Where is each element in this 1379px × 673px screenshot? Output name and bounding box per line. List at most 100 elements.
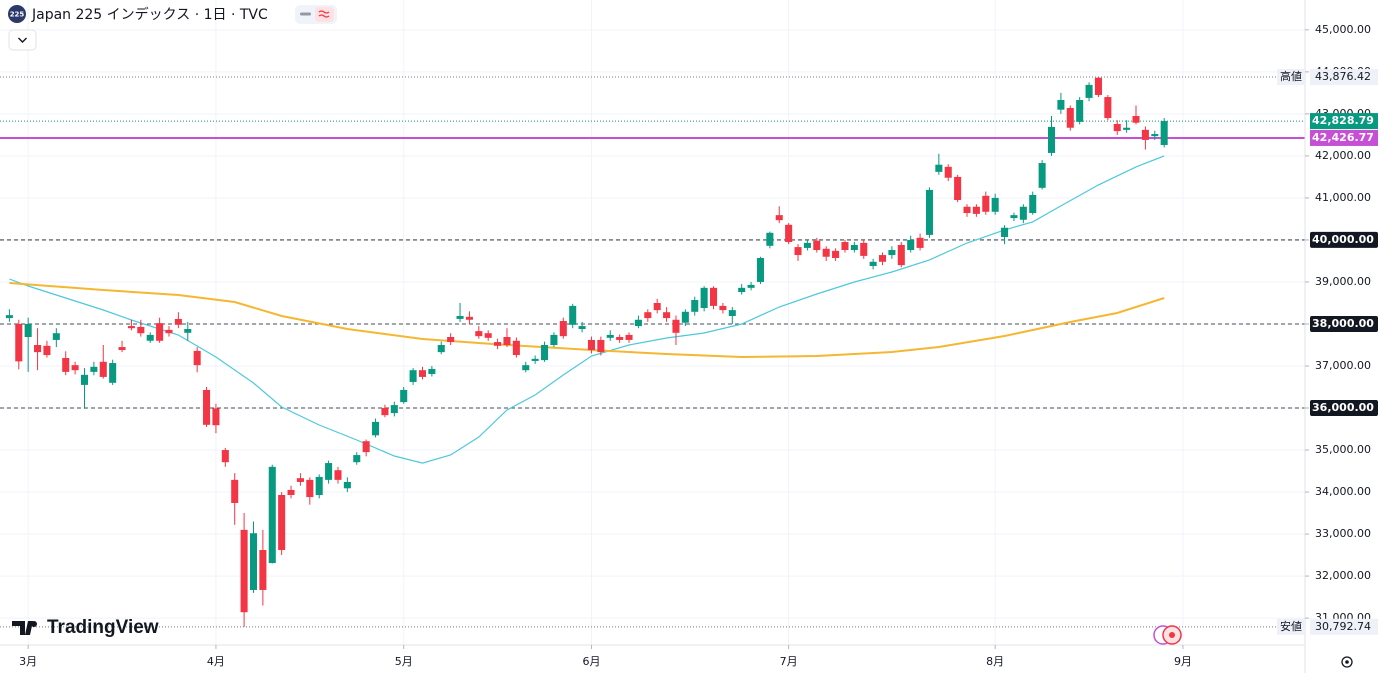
candle-body: [822, 248, 830, 257]
candle-body: [569, 305, 577, 325]
settings-icon[interactable]: [1341, 656, 1353, 668]
candle-body: [1001, 227, 1009, 237]
y-tick-label: 37,000.00: [1315, 359, 1371, 372]
logo-dot: [31, 621, 37, 627]
candle-body: [52, 333, 60, 340]
last-price-label-bg: [1310, 113, 1378, 130]
candle-body: [71, 365, 79, 371]
moving-average: [9, 155, 1165, 464]
candle-body: [710, 287, 718, 306]
dividend-icon-dot: [1169, 632, 1175, 638]
candle-body: [1085, 84, 1093, 98]
candle-body: [916, 237, 924, 248]
candle-body: [663, 312, 671, 319]
candle-body: [174, 318, 182, 325]
candle-body: [409, 370, 417, 382]
candle-body: [400, 389, 408, 403]
candle-body: [418, 370, 427, 377]
candle-body: [165, 329, 173, 334]
candle-body: [850, 244, 858, 251]
candle-body: [325, 463, 333, 480]
status-wave: [318, 10, 330, 18]
candle-body: [287, 489, 295, 495]
axes: 31,000.0032,000.0033,000.0034,000.0035,0…: [19, 23, 1371, 668]
status-dash: [300, 12, 311, 16]
low-label: 30,792.74: [1315, 620, 1371, 633]
candle-body: [578, 326, 586, 330]
symbol-icon-text: 225: [10, 11, 25, 19]
candle-body: [606, 334, 614, 338]
grid: [0, 0, 1305, 645]
candle-body: [738, 287, 746, 293]
symbol-title: Japan 225 インデックス · 1日 · TVC: [31, 6, 268, 23]
level-label-bg: [1310, 400, 1378, 417]
candle-body: [1038, 163, 1046, 188]
x-tick-label: 3月: [19, 655, 37, 668]
candle-body: [1029, 194, 1037, 214]
candle-body: [193, 350, 201, 366]
moving-average: [9, 282, 1165, 359]
overlay: 40,000.00 38,000.00 36,000.00 高値 43,876.42 安値…: [1277, 69, 1378, 635]
candle-body: [1047, 126, 1056, 153]
candle-body: [841, 242, 849, 251]
x-tick-label: 4月: [207, 655, 225, 668]
candle-body: [381, 408, 389, 416]
candle-body: [456, 315, 464, 319]
candle-body: [1151, 134, 1159, 137]
candle-body: [90, 366, 98, 372]
candle-body: [935, 164, 943, 172]
x-tick-label: 6月: [582, 655, 600, 668]
candle-body: [43, 345, 51, 356]
low-name: 安値: [1280, 619, 1302, 633]
candle-body: [15, 323, 23, 362]
candle-body: [813, 240, 821, 251]
candle-body: [972, 206, 980, 214]
candle-body: [503, 336, 511, 345]
candle-body: [306, 479, 314, 498]
candle-body: [982, 195, 990, 212]
candle-body: [315, 476, 323, 495]
candle-body: [616, 336, 624, 340]
settings-icon-center: [1345, 660, 1349, 664]
candle-body: [447, 336, 455, 343]
low-name-bg: [1277, 618, 1305, 635]
x-tick-label: 9月: [1174, 655, 1192, 668]
candle-body: [766, 232, 774, 246]
candle-body: [249, 533, 258, 590]
candle-body: [24, 323, 32, 337]
candle-body: [62, 358, 70, 372]
collapse-button[interactable]: [8, 29, 37, 51]
candle-body: [644, 312, 652, 319]
x-tick-label: 5月: [395, 655, 413, 668]
candle-body: [5, 315, 13, 319]
x-tick-label: 7月: [780, 655, 798, 668]
candle-body: [794, 247, 802, 256]
high-name: 高値: [1280, 69, 1302, 83]
candle-body: [587, 339, 595, 351]
candle-body: [34, 344, 42, 353]
candle-body: [334, 470, 342, 480]
collapse-icon: [18, 37, 27, 43]
level-label: 36,000.00: [1312, 401, 1374, 414]
candle-body: [1057, 100, 1065, 110]
candle-body: [428, 368, 436, 374]
candle-body: [803, 242, 811, 248]
y-tick-label: 41,000.00: [1315, 191, 1371, 204]
y-tick-label: 45,000.00: [1315, 23, 1371, 36]
candle-body: [80, 374, 89, 385]
candle-body: [907, 239, 915, 251]
candle-body: [869, 261, 877, 266]
candle-body: [897, 244, 905, 266]
candle-body: [1066, 107, 1074, 128]
candle-body: [231, 479, 239, 503]
candle-body: [372, 421, 380, 436]
candle-body: [672, 319, 680, 333]
y-tick-label: 33,000.00: [1315, 527, 1371, 540]
candle-body: [531, 358, 539, 361]
candle-body: [888, 250, 896, 256]
candle-body: [541, 344, 549, 361]
candle-body: [634, 319, 642, 327]
level-label: 40,000.00: [1312, 233, 1374, 246]
y-tick-label: 32,000.00: [1315, 569, 1371, 582]
